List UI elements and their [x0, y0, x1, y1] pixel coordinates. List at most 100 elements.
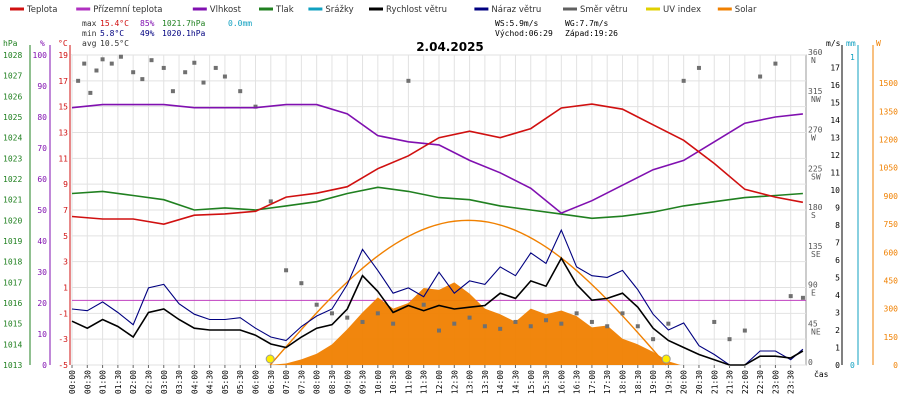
- x-tick-label: 17:30: [603, 370, 612, 394]
- dir-tick-label: W: [811, 134, 816, 143]
- mm-tick-label: 1: [850, 53, 855, 62]
- info-wg: WG:7.7m/s: [565, 19, 609, 28]
- wind-dir-point: [88, 90, 93, 95]
- chart-title: 2.04.2025: [416, 40, 484, 54]
- legend-label: Náraz větru: [491, 5, 541, 15]
- dir-tick-label: 90: [808, 281, 818, 290]
- ms-tick-label: 6: [835, 256, 840, 265]
- info-sunrise: Východ:06:29: [495, 29, 553, 38]
- wind-dir-point: [544, 318, 549, 323]
- wind-dir-point: [498, 326, 503, 331]
- wind-dir-point: [421, 302, 426, 307]
- legend-label: Tlak: [275, 5, 294, 15]
- x-tick-label: 06:30: [267, 370, 276, 394]
- sunset-marker: [661, 354, 671, 364]
- ms-tick-label: 16: [830, 81, 840, 90]
- wind-dir-point: [94, 68, 99, 73]
- legend-label: Srážky: [325, 5, 353, 15]
- x-tick-label: 08:00: [313, 370, 322, 394]
- stats-min-temp: 5.8°C: [100, 29, 124, 38]
- ms-tick-label: 0: [835, 361, 840, 370]
- wind-dir-point: [213, 65, 218, 70]
- hpa-tick-label: 1023: [3, 154, 22, 163]
- ms-tick-label: 12: [830, 151, 840, 160]
- wind-dir-point: [131, 70, 136, 75]
- hpa-tick-label: 1016: [3, 299, 22, 308]
- unit-ms: m/s: [826, 39, 841, 48]
- x-tick-label: 11:30: [420, 370, 429, 394]
- x-axis-label: čas: [814, 369, 829, 379]
- wind-dir-point: [666, 321, 671, 326]
- unit-deg: °C: [58, 39, 68, 48]
- stats-panel: max 15.4°C 85% 1021.7hPa 0.0mm min 5.8°C…: [82, 19, 252, 48]
- hpa-tick-label: 1014: [3, 340, 22, 349]
- x-tick-label: 03:00: [160, 370, 169, 394]
- deg-tick-label: 19: [58, 51, 68, 60]
- stats-max-rain: 0.0mm: [228, 19, 252, 28]
- ms-tick-label: 15: [830, 98, 840, 107]
- deg-tick-label: 1: [63, 284, 68, 293]
- wind-dir-point: [712, 319, 717, 324]
- w-tick-label: 900: [884, 192, 899, 201]
- legend: Teplota Přízemní teplota Vlhkost Tlak Srážky…: [10, 5, 757, 15]
- x-tick-label: 07:00: [282, 370, 291, 394]
- x-tick-label: 21:00: [710, 370, 719, 394]
- x-tick-label: 01:30: [114, 370, 123, 394]
- pct-tick-label: 100: [33, 51, 48, 60]
- wind-dir-point: [314, 302, 319, 307]
- wind-dir-point: [452, 321, 457, 326]
- w-tick-label: 450: [884, 276, 899, 285]
- hpa-tick-label: 1013: [3, 361, 22, 370]
- info-sunset: Západ:19:26: [565, 29, 618, 38]
- x-tick-label: 02:30: [144, 370, 153, 394]
- deg-tick-label: -5: [58, 361, 68, 370]
- deg-tick-label: 17: [58, 77, 68, 86]
- wind-dir-point: [375, 311, 380, 316]
- sunrise-marker: [265, 354, 275, 364]
- solar-theory-line: [269, 219, 667, 366]
- legend-label: Teplota: [26, 5, 57, 15]
- hpa-tick-label: 1020: [3, 216, 22, 225]
- wind-dir-point: [482, 324, 487, 329]
- dir-tick-label: SW: [811, 172, 821, 181]
- solar-series: [265, 219, 681, 366]
- hpa-tick-label: 1017: [3, 278, 22, 287]
- temperature-line: [71, 103, 804, 226]
- x-tick-label: 15:30: [542, 370, 551, 394]
- x-tick-label: 20:30: [695, 370, 704, 394]
- ms-tick-label: 5: [835, 273, 840, 282]
- unit-w: W: [876, 39, 881, 48]
- wind-dir-point: [253, 104, 258, 109]
- x-tick-label: 12:30: [450, 370, 459, 394]
- legend-label: UV index: [663, 5, 701, 15]
- wind-dir-point: [696, 65, 701, 70]
- wind-dir-point: [681, 78, 686, 83]
- hpa-tick-label: 1025: [3, 113, 22, 122]
- ms-tick-label: 3: [835, 308, 840, 317]
- wind-dir-point: [100, 57, 105, 62]
- deg-tick-label: 15: [58, 103, 68, 112]
- wind-dir-point: [170, 89, 175, 94]
- ms-tick-label: 13: [830, 133, 840, 142]
- pct-tick-label: 50: [37, 206, 47, 215]
- wind-dir-point: [201, 80, 206, 85]
- x-tick-label: 05:30: [236, 370, 245, 394]
- stats-avg-label: avg: [82, 39, 97, 48]
- dir-tick-label: 360: [808, 48, 823, 57]
- stats-min-press: 1020.1hPa: [162, 29, 206, 38]
- w-tick-label: 600: [884, 248, 899, 257]
- x-tick-label: 13:00: [466, 370, 475, 394]
- wind-dir-point: [329, 311, 334, 316]
- x-tick-label: 06:00: [252, 370, 261, 394]
- w-tick-label: 1350: [879, 107, 898, 116]
- mm-tick-label: 0: [850, 361, 855, 370]
- wind-dir-point: [140, 77, 145, 82]
- w-tick-label: 1500: [879, 79, 898, 88]
- info-ws: WS:5.9m/s: [495, 19, 539, 28]
- wind-dir-point: [192, 60, 197, 65]
- unit-hpa: hPa: [3, 39, 18, 48]
- dir-tick-label: 180: [808, 203, 823, 212]
- hpa-tick-label: 1018: [3, 258, 22, 267]
- x-tick-label: 17:00: [588, 370, 597, 394]
- x-tick-label: 16:00: [557, 370, 566, 394]
